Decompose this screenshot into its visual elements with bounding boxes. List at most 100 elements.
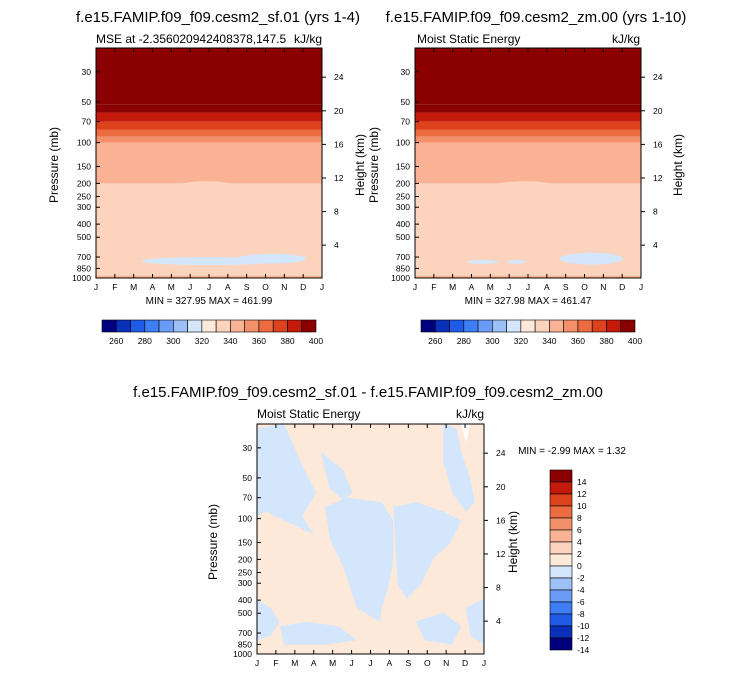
panel-1-colorbar-label: 280	[138, 336, 152, 346]
panel-2-colorbar-swatch	[463, 319, 479, 333]
panel-1-ytick-label: 1000	[72, 273, 91, 283]
panel-2-ytick-right-label: 24	[653, 72, 663, 82]
panel-3-stats: MIN = -2.99 MAX = 1.32	[518, 446, 626, 457]
panel-3-colorbar-swatch	[549, 493, 573, 507]
panel-1-xtick-label: N	[281, 282, 287, 292]
panel-3-xtick-label: F	[273, 658, 278, 668]
panel-3-colorbar-label: 8	[577, 513, 582, 523]
panel-2-band	[415, 142, 641, 184]
panel-1-band	[96, 104, 322, 113]
panel-3-colorbar-label: 4	[577, 537, 582, 547]
panel-2-ytick-label: 50	[401, 97, 411, 107]
panel-2-colorbar-swatch	[434, 319, 450, 333]
panel-3-negative-region	[257, 598, 280, 641]
panel-3-ytick-right-label: 4	[496, 616, 501, 626]
panel-2-ytick-label: 500	[396, 232, 410, 242]
panel-1-colorbar-label: 260	[109, 336, 123, 346]
panel-1-stats: MIN = 327.95 MAX = 461.99	[146, 296, 273, 307]
panel-2-ytick-label: 1000	[391, 273, 410, 283]
panel-1-colorbar-swatch	[115, 319, 131, 333]
panel-1-band	[96, 112, 322, 122]
panel-3-colorbar-label: -12	[577, 633, 590, 643]
panel-3-ytick-right-label: 20	[496, 482, 506, 492]
panel-3-ytick-label: 250	[238, 567, 252, 577]
panel-2-band	[415, 48, 641, 105]
panel-2-contour	[415, 181, 641, 193]
panel-3-ylabel: Pressure (mb)	[206, 504, 220, 580]
panel-3-xtick-label: D	[462, 658, 468, 668]
panel-3-ytick-label: 100	[238, 514, 252, 524]
panel-3-colorbar-label: 2	[577, 549, 582, 559]
panel-1-colorbar-swatch	[272, 319, 288, 333]
panel-1-colorbar-swatch	[144, 319, 160, 333]
panel-3-colorbar: 14 12 10 8 6 4 2 0 -2 -4 -6 -8 -10 -12 -14	[549, 469, 590, 655]
panel-2-ylabel: Pressure (mb)	[367, 127, 381, 203]
panel-3-ytick-label: 30	[243, 443, 253, 453]
panel-1-colorbar-swatch	[230, 319, 245, 333]
panel-2-colorbar-swatch	[606, 319, 622, 333]
panel-3-xtick-label: J	[368, 658, 372, 668]
panel-1-ytick-label: 30	[82, 67, 92, 77]
panel-1-colorbar-swatch	[201, 319, 217, 333]
panel-3-xtick-label: S	[405, 658, 411, 668]
panel-2-ytick-right-label: 16	[653, 139, 663, 149]
panel-1-ytick-right-label: 8	[334, 207, 339, 217]
panel-2-band	[415, 104, 641, 113]
panel-1-xtick-label: J	[188, 282, 192, 292]
panel-1-contour	[96, 181, 322, 193]
panel-3-xtick-label: A	[387, 658, 393, 668]
panel-2-ytick-right-label: 12	[653, 173, 663, 183]
panel-1-xtick-label: O	[262, 282, 269, 292]
panel-1-colorbar: 260 280 300 320 340 360 380 400	[101, 319, 323, 346]
panel-2-xtick-label: M	[487, 282, 494, 292]
panel-2-ytick-label: 300	[396, 202, 410, 212]
panel-3-colorbar-swatch	[549, 529, 573, 543]
panel-1-ytick-label: 850	[77, 263, 91, 273]
panel-3-xtick-label: J	[482, 658, 486, 668]
panel-1-ytick-right-label: 20	[334, 106, 344, 116]
panel-2-stats: MIN = 327.98 MAX = 461.47	[465, 296, 592, 307]
panel-1-colorbar-swatch	[244, 319, 260, 333]
panel-2-ytick-label: 70	[401, 117, 411, 127]
panel-3-ytick-label: 50	[243, 473, 253, 483]
panel-1-xtick-label: S	[244, 282, 250, 292]
panel-2-colorbar-swatch	[520, 319, 536, 333]
panel-1-xtick-label: M	[130, 282, 137, 292]
panel-1-ytick-label: 400	[77, 219, 91, 229]
panel-3-colorbar-swatch	[549, 553, 573, 567]
panel-1: f.e15.FAMIP.f09_f09.cesm2_sf.01 (yrs 1-4…	[47, 9, 367, 346]
panel-1-ytick-right-label: 12	[334, 173, 344, 183]
panel-3-colorbar-swatch	[549, 625, 573, 639]
panel-3-ytick-label: 500	[238, 608, 252, 618]
panel-3-ytick-right-label: 16	[496, 515, 506, 525]
panel-3-colorbar-swatch	[549, 613, 573, 627]
panel-1-band	[96, 136, 322, 143]
panel-1-colorbar-label: 360	[252, 336, 266, 346]
panel-3-negative-region	[279, 621, 357, 645]
panel-1-units: kJ/kg	[294, 32, 322, 46]
panel-2-colorbar-swatch	[563, 319, 579, 333]
panel-1-xtick-label: D	[300, 282, 306, 292]
panel-2-colorbar-swatch	[492, 319, 507, 333]
panel-3-negative-region	[393, 502, 462, 599]
panel-2-colorbar-swatch	[549, 319, 564, 333]
panel-2-colorbar-label: 340	[542, 336, 556, 346]
panel-3-colorbar-label: -4	[577, 585, 585, 595]
panel-3-xtick-label: O	[424, 658, 431, 668]
panel-2-xtick-label: S	[563, 282, 569, 292]
panel-1-colorbar-swatch	[301, 319, 317, 333]
panel-3-colorbar-swatch	[549, 601, 573, 615]
panel-3-colorbar-label: 6	[577, 525, 582, 535]
panel-3-colorbar-label: -6	[577, 597, 585, 607]
panel-2-ytick-right-label: 4	[653, 240, 658, 250]
panel-3-colorbar-swatch	[549, 469, 573, 483]
panel-1-colorbar-swatch	[187, 319, 203, 333]
panel-2-colorbar-label: 360	[571, 336, 585, 346]
panel-2-band	[415, 136, 641, 143]
panel-3-xtick-label: M	[291, 658, 298, 668]
panel-3-left-label: Moist Static Energy	[257, 407, 360, 421]
panel-1-ytick-label: 200	[77, 178, 91, 188]
panel-3-ytick-label: 300	[238, 578, 252, 588]
